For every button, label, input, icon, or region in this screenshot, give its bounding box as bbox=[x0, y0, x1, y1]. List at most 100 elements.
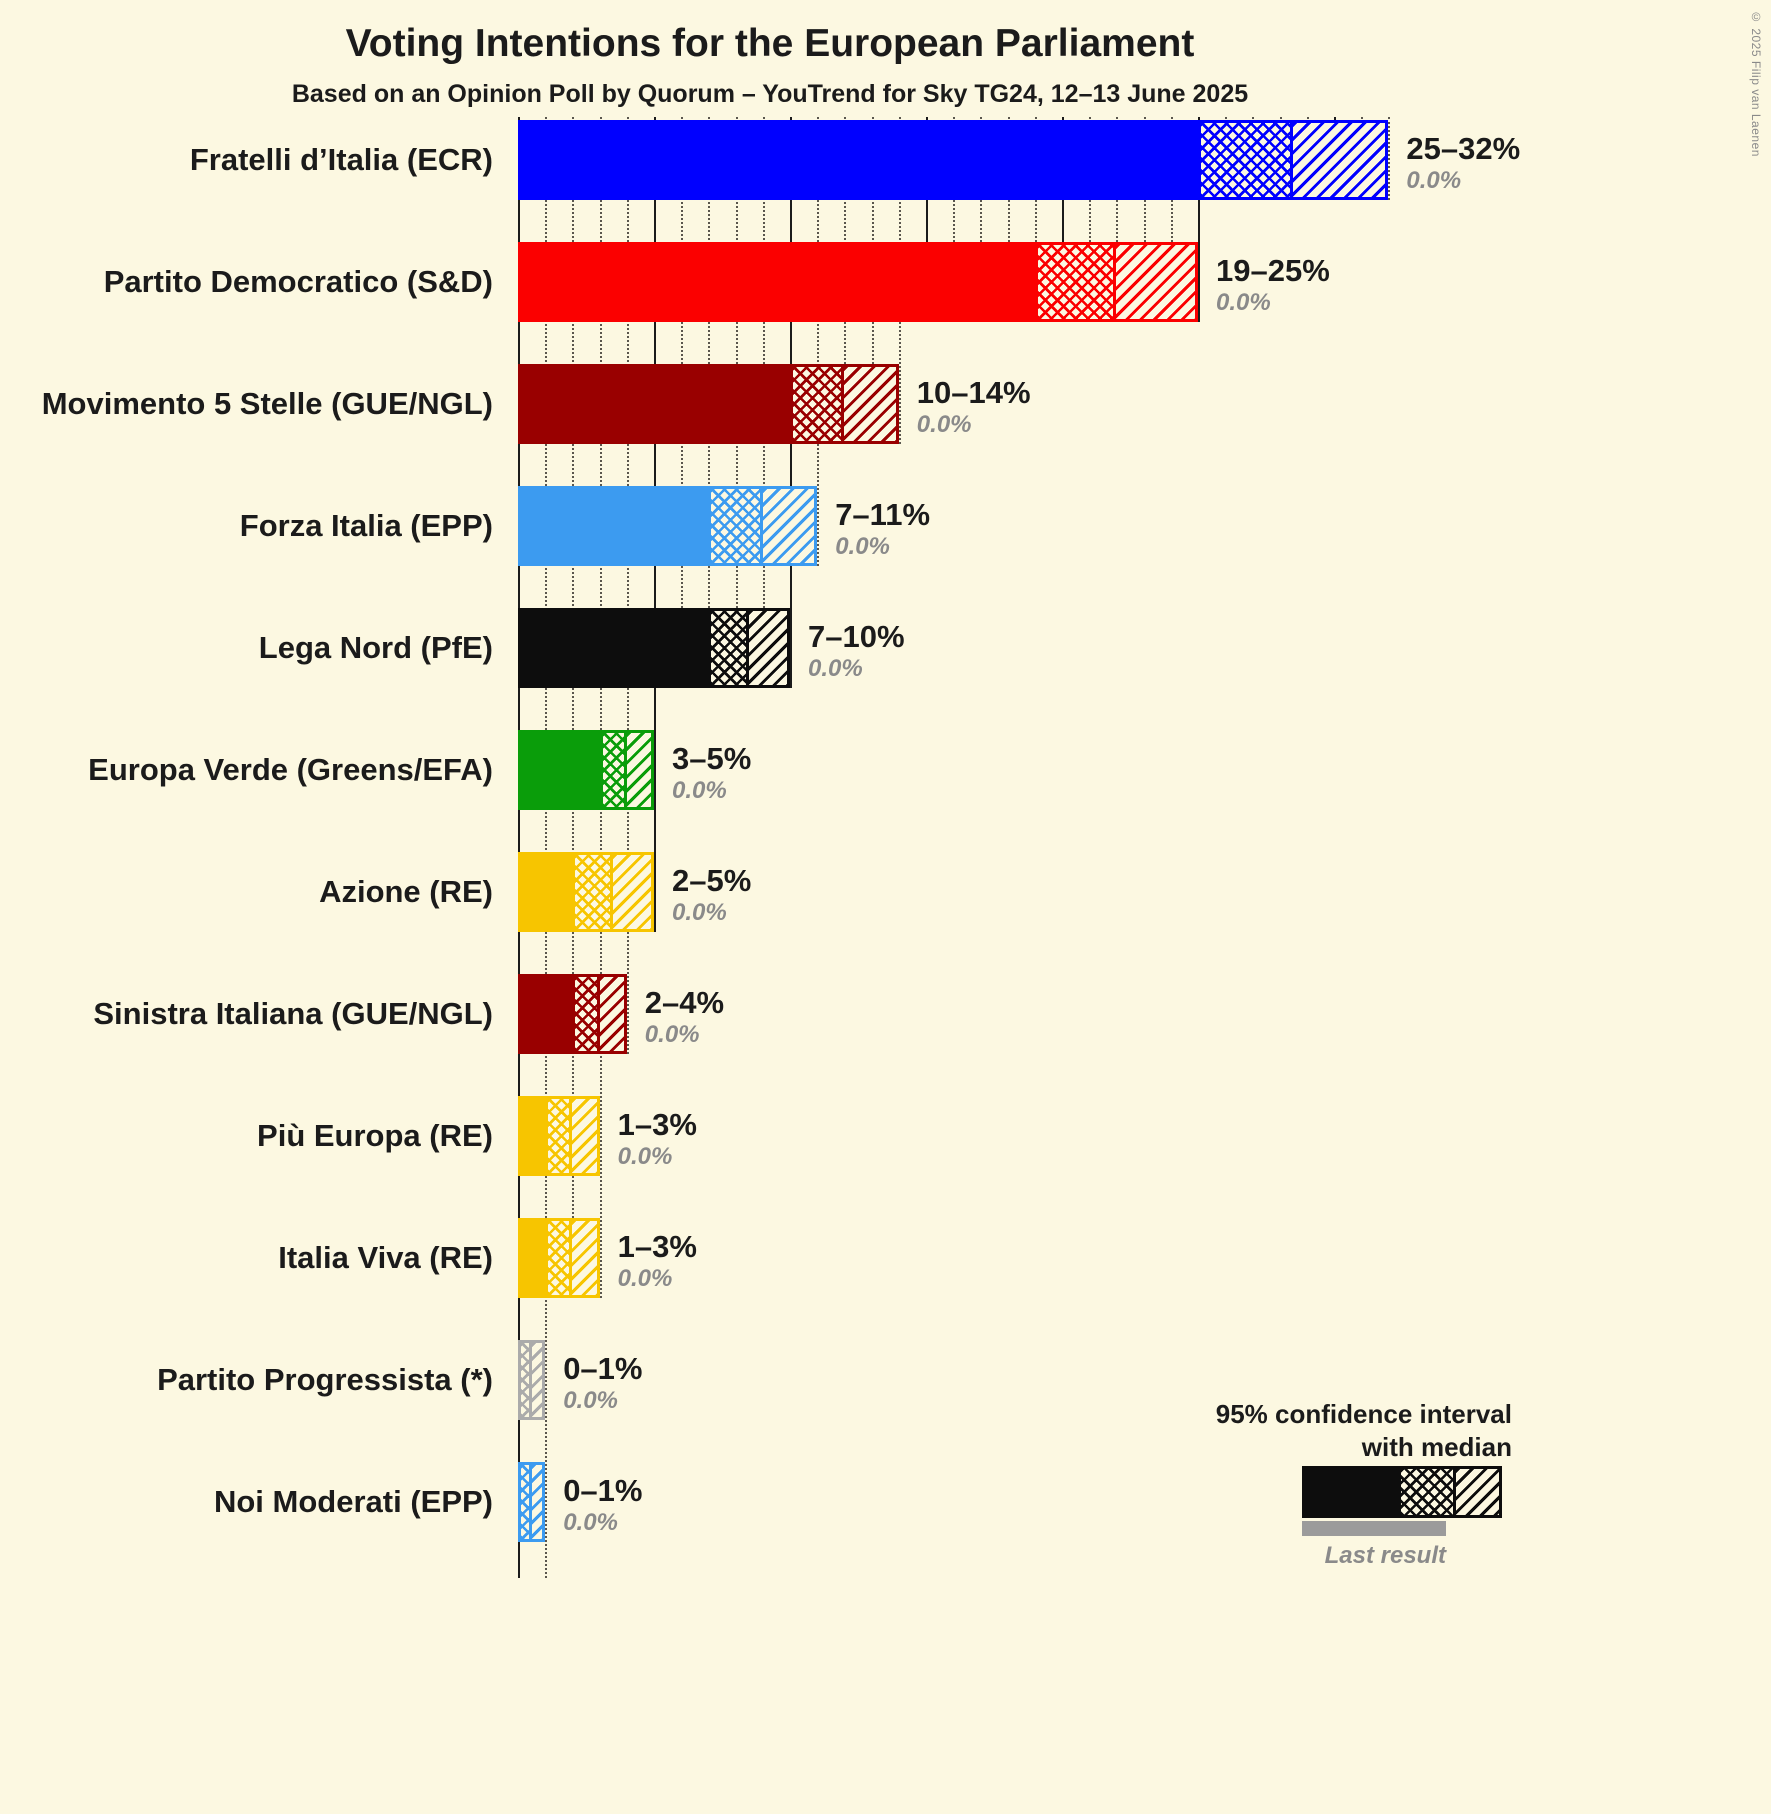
legend-last-result-bar bbox=[1302, 1521, 1446, 1536]
last-result-label: 0.0% bbox=[672, 899, 727, 927]
gridline-minor bbox=[1143, 117, 1146, 322]
last-result-label: 0.0% bbox=[563, 1387, 618, 1415]
last-result-label: 0.0% bbox=[1406, 167, 1462, 195]
crosshatch-low-to-median bbox=[548, 1221, 573, 1295]
range-label: 0–1% bbox=[563, 1472, 643, 1508]
confidence-interval-box bbox=[545, 1218, 600, 1298]
last-result-label: 0.0% bbox=[835, 533, 890, 561]
gridline-major bbox=[1198, 117, 1200, 322]
gridline-minor bbox=[1007, 117, 1010, 322]
confidence-interval-box bbox=[599, 730, 654, 810]
confidence-interval-box bbox=[545, 1096, 600, 1176]
party-label: Partito Progressista (*) bbox=[157, 1362, 493, 1397]
value-labels: 7–11% 0.0% bbox=[835, 486, 930, 572]
range-label: 19–25% bbox=[1216, 252, 1330, 288]
bar-row: Fratelli d’Italia (ECR) 25–32% 0.0% bbox=[0, 120, 1771, 200]
bar-solid-segment bbox=[518, 730, 601, 810]
value-labels: 1–3% 0.0% bbox=[618, 1218, 697, 1304]
party-label: Partito Democratico (S&D) bbox=[103, 264, 493, 299]
diagonal-median-to-high bbox=[844, 367, 896, 441]
bar-row: Azione (RE) 2–5% 0.0% bbox=[0, 852, 1771, 932]
gridline-minor bbox=[817, 117, 820, 566]
gridline-minor bbox=[572, 117, 575, 1298]
value-labels: 0–1% 0.0% bbox=[563, 1462, 642, 1548]
party-label: Fratelli d’Italia (ECR) bbox=[189, 142, 493, 177]
legend-crosshatch-segment bbox=[1401, 1469, 1456, 1515]
copyright-notice: © 2025 Filip van Laenen bbox=[1749, 10, 1763, 157]
party-label: Più Europa (RE) bbox=[257, 1118, 493, 1153]
value-labels: 2–4% 0.0% bbox=[645, 974, 724, 1060]
range-label: 7–10% bbox=[808, 618, 905, 654]
bar-row: Lega Nord (PfE) 7–10% 0.0% bbox=[0, 608, 1771, 688]
confidence-interval-box bbox=[1034, 242, 1198, 322]
party-label: Italia Viva (RE) bbox=[278, 1240, 493, 1275]
bar-solid-segment bbox=[518, 242, 1036, 322]
value-labels: 7–10% 0.0% bbox=[808, 608, 905, 694]
bar-solid-segment bbox=[518, 120, 1199, 200]
bar-solid-segment bbox=[518, 486, 710, 566]
confidence-interval-box bbox=[572, 974, 627, 1054]
chart-title: Voting Intentions for the European Parli… bbox=[345, 22, 1195, 65]
confidence-interval-box bbox=[708, 608, 790, 688]
bar-row: Sinistra Italiana (GUE/NGL) 2–4% 0.0% bbox=[0, 974, 1771, 1054]
bar-solid-segment bbox=[518, 364, 791, 444]
party-label: Azione (RE) bbox=[319, 874, 493, 909]
range-label: 2–4% bbox=[644, 984, 725, 1020]
legend-ci-line1: 95% confidence interval bbox=[1215, 1399, 1512, 1429]
last-result-label: 0.0% bbox=[617, 1143, 673, 1171]
bar-solid-segment bbox=[518, 1096, 547, 1176]
legend-solid-segment bbox=[1302, 1466, 1398, 1518]
party-label: Forza Italia (EPP) bbox=[239, 508, 493, 543]
range-label: 1–3% bbox=[617, 1106, 697, 1142]
diagonal-median-to-high bbox=[599, 977, 624, 1051]
party-label: Movimento 5 Stelle (GUE/NGL) bbox=[41, 386, 493, 421]
gridline-minor bbox=[1388, 117, 1391, 200]
gridline-minor bbox=[1089, 117, 1092, 322]
last-result-label: 0.0% bbox=[644, 1021, 700, 1049]
range-label: 7–11% bbox=[835, 496, 931, 532]
gridline-major bbox=[1062, 117, 1064, 322]
legend-last-result-label: Last result bbox=[1324, 1542, 1446, 1569]
gridline-minor bbox=[545, 117, 548, 1578]
party-label: Lega Nord (PfE) bbox=[258, 630, 493, 665]
gridline-minor bbox=[626, 117, 629, 1054]
range-label: 2–5% bbox=[672, 862, 752, 898]
legend-confidence-interval-box bbox=[1398, 1466, 1502, 1518]
diagonal-median-to-high bbox=[572, 1099, 597, 1173]
crosshatch-low-to-median bbox=[711, 611, 750, 685]
crosshatch-low-to-median bbox=[575, 855, 614, 929]
diagonal-median-to-high bbox=[1116, 245, 1195, 319]
value-labels: 10–14% 0.0% bbox=[917, 364, 1031, 450]
diagonal-median-to-high bbox=[531, 1343, 543, 1417]
crosshatch-low-to-median bbox=[793, 367, 845, 441]
last-result-label: 0.0% bbox=[672, 777, 727, 805]
legend-sample-bar bbox=[1302, 1466, 1502, 1518]
bar-row: Forza Italia (EPP) 7–11% 0.0% bbox=[0, 486, 1771, 566]
bar-solid-segment bbox=[518, 974, 574, 1054]
diagonal-median-to-high bbox=[531, 1465, 543, 1539]
party-label: Europa Verde (Greens/EFA) bbox=[88, 752, 493, 787]
diagonal-median-to-high bbox=[626, 733, 651, 807]
last-result-label: 0.0% bbox=[1216, 289, 1271, 317]
bar-row: Partito Democratico (S&D) 19–25% 0.0% bbox=[0, 242, 1771, 322]
range-label: 10–14% bbox=[916, 374, 1031, 410]
range-label: 25–32% bbox=[1406, 130, 1521, 166]
crosshatch-low-to-median bbox=[575, 977, 600, 1051]
gridline-major bbox=[926, 117, 928, 322]
bar-row: Partito Progressista (*) 0–1% 0.0% bbox=[0, 1340, 1771, 1420]
gridline-minor bbox=[1170, 117, 1173, 322]
last-result-label: 0.0% bbox=[808, 655, 863, 683]
confidence-interval-box bbox=[518, 1462, 546, 1542]
bar-row: Noi Moderati (EPP) 0–1% 0.0% bbox=[0, 1462, 1771, 1542]
crosshatch-low-to-median bbox=[1037, 245, 1117, 319]
gridline-minor bbox=[980, 117, 983, 322]
value-labels: 1–3% 0.0% bbox=[618, 1096, 697, 1182]
crosshatch-low-to-median bbox=[602, 733, 627, 807]
confidence-interval-box bbox=[708, 486, 818, 566]
crosshatch-low-to-median bbox=[711, 489, 763, 563]
value-labels: 0–1% 0.0% bbox=[563, 1340, 642, 1426]
bar-solid-segment bbox=[518, 1218, 547, 1298]
bar-row: Europa Verde (Greens/EFA) 3–5% 0.0% bbox=[0, 730, 1771, 810]
last-result-label: 0.0% bbox=[916, 411, 972, 439]
legend-ci-line2: with median bbox=[1361, 1431, 1512, 1462]
